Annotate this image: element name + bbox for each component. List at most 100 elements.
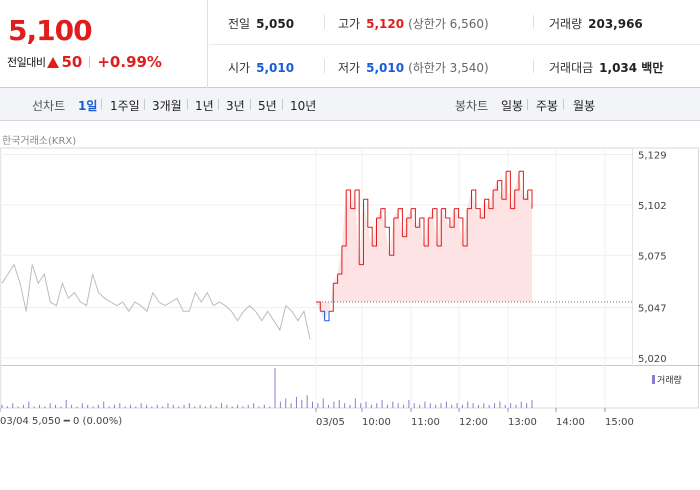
series-current-day-segment (510, 190, 516, 210)
stat-value: 5,010 (366, 60, 405, 75)
y-tick-label: 5,075 (638, 251, 667, 262)
divider (533, 59, 534, 73)
divider (527, 99, 528, 110)
line-chart-label: 선차트 (32, 99, 66, 113)
series-current-day-segment (385, 226, 390, 256)
series-current-day-segment (354, 189, 360, 265)
divider (324, 59, 325, 73)
stat-label: 저가 (338, 61, 361, 75)
divider (209, 44, 700, 45)
series-current-day-segment (359, 199, 364, 266)
divider (563, 99, 564, 110)
series-current-day-segment (506, 170, 511, 209)
divider (533, 15, 534, 29)
series-current-day-segment (484, 198, 490, 209)
stat-value: 1,034 백만 (599, 61, 664, 75)
previous-close-info: 03/04 5,050 ━ 0 (0.00%) (0, 416, 123, 427)
series-current-day-segment (411, 208, 416, 228)
series-current-day-segment (329, 283, 334, 312)
series-current-day-segment (398, 208, 403, 237)
stat-low: 저가 5,010 (하한가 3,540) (338, 59, 489, 76)
series-current-day-segment (406, 208, 412, 219)
price-block: 5,100 전일대비 50 +0.99% (0, 0, 208, 88)
series-current-day-segment (527, 189, 533, 209)
series-current-day-segment (467, 190, 472, 210)
y-tick-label: 5,047 (638, 304, 667, 315)
stat-label: 거래대금 (549, 61, 594, 75)
series-current-day-segment (337, 246, 343, 275)
series-current-day-segment (415, 218, 421, 228)
series-current-day-segment (402, 218, 408, 238)
x-tick-label: 13:00 (508, 417, 537, 428)
x-tick-label: 03/05 (316, 417, 345, 428)
divider (101, 99, 102, 110)
change-label: 전일대비 (7, 56, 46, 69)
series-current-day-segment (324, 311, 330, 322)
series-current-day-segment (389, 218, 395, 256)
series-current-day-segment (341, 190, 347, 247)
stat-limit: (하한가 3,540) (408, 61, 489, 75)
divider (250, 99, 251, 110)
x-tick-label: 15:00 (605, 417, 634, 428)
divider (324, 15, 325, 29)
stat-value: 203,966 (588, 16, 643, 31)
series-current-day-segment (462, 208, 468, 247)
stat-prev-close: 전일 5,050 (228, 15, 294, 32)
series-current-day-segment (320, 310, 326, 321)
series-current-day-segment (445, 217, 451, 228)
series-current-day-segment (419, 217, 425, 246)
y-tick-label: 5,129 (638, 150, 667, 161)
series-previous-day (1, 263, 311, 340)
stat-volume: 거래량 203,966 (549, 15, 643, 32)
series-current-day-segment (437, 208, 442, 247)
series-current-day-segment (333, 274, 339, 284)
series-current-day-segment (471, 189, 477, 209)
tab-5y[interactable]: 5년 (258, 99, 277, 113)
chart-source: 한국거래소(KRX) (2, 136, 77, 147)
tab-1w[interactable]: 1주일 (110, 99, 140, 113)
volume-legend-label: 거래량 (657, 376, 682, 386)
stat-limit: (상한가 6,560) (408, 17, 489, 31)
tab-weekly[interactable]: 주봉 (536, 99, 559, 113)
series-current-day-segment (523, 190, 529, 200)
change-row: 전일대비 50 +0.99% (7, 53, 162, 71)
period-tabbar: 선차트 1일 1주일 3개월 1년 3년 5년 10년 봉차트 일봉 주봉 월봉 (0, 88, 700, 121)
tab-daily[interactable]: 일봉 (501, 99, 524, 113)
series-current-day-segment (316, 301, 321, 312)
tab-10y[interactable]: 10년 (290, 99, 317, 113)
stat-open: 시가 5,010 (228, 59, 294, 76)
series-current-day-segment (480, 199, 485, 219)
series-current-day-segment (363, 198, 369, 228)
tab-1d[interactable]: 1일 (78, 99, 98, 113)
series-current-day-segment (449, 208, 455, 228)
stat-label: 고가 (338, 17, 361, 31)
tab-monthly[interactable]: 월봉 (573, 99, 596, 113)
series-current-day-segment (367, 226, 373, 246)
tab-3m[interactable]: 3개월 (152, 99, 182, 113)
tab-1y[interactable]: 1년 (195, 99, 214, 113)
candle-chart-label: 봉차트 (455, 99, 489, 113)
x-tick-label: 11:00 (411, 417, 440, 428)
stat-high: 고가 5,120 (상한가 6,560) (338, 15, 489, 32)
stat-label: 거래량 (549, 17, 583, 31)
series-current-day-segment (454, 208, 460, 218)
divider (89, 56, 91, 68)
stat-value: 5,050 (256, 16, 295, 31)
series-current-day-segment (488, 190, 494, 210)
x-tick-label: 14:00 (556, 417, 585, 428)
change-percent: +0.99% (97, 53, 162, 71)
series-current-day-segment (458, 217, 464, 246)
series-current-day-segment (428, 208, 434, 219)
series-current-day-segment (376, 208, 382, 219)
tab-3y[interactable]: 3년 (226, 99, 245, 113)
series-current-day-segment (372, 218, 377, 247)
divider (282, 99, 283, 110)
stat-value: 5,010 (256, 60, 295, 75)
series-current-day-segment (497, 180, 503, 200)
series-current-day-segment (350, 190, 356, 210)
volume-legend: 거래량 (652, 373, 682, 386)
series-current-day-segment (346, 189, 352, 209)
divider (218, 99, 219, 110)
series-current-day-segment (514, 171, 520, 191)
